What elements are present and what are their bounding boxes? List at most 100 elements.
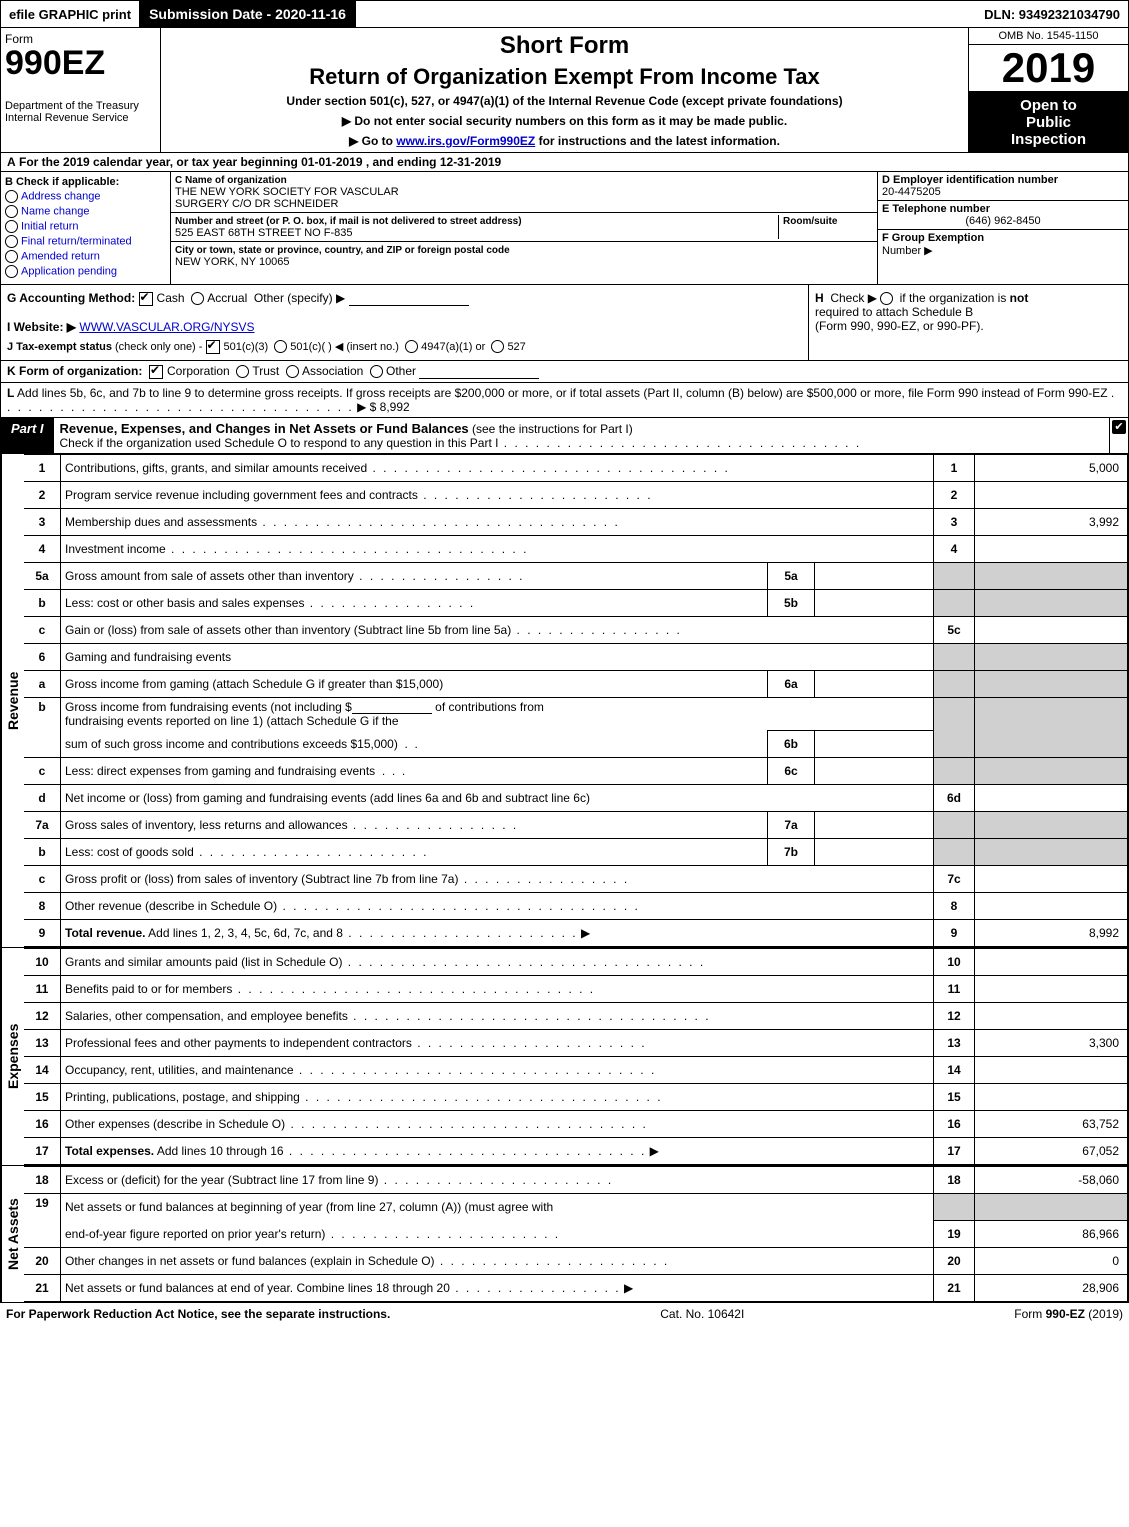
chk-name-change[interactable]: Name change [5,205,166,218]
irs-link[interactable]: www.irs.gov/Form990EZ [396,134,535,148]
row-16: 16 Other expenses (describe in Schedule … [24,1110,1128,1137]
chk-initial-return[interactable]: Initial return [5,220,166,233]
header-right: OMB No. 1545-1150 2019 Open to Public In… [968,28,1128,152]
subval-5b[interactable] [815,589,934,616]
ein-block: D Employer identification number 20-4475… [878,172,1128,201]
row-17: 17 Total expenses. Add lines 10 through … [24,1137,1128,1164]
row-2: 2 Program service revenue including gove… [24,481,1128,508]
telephone-block: E Telephone number (646) 962-8450 [878,201,1128,230]
room-suite-label: Room/suite [783,216,837,227]
net-assets-section: Net Assets 18 Excess or (deficit) for th… [0,1166,1129,1303]
amt-11 [975,975,1128,1002]
row-5a: 5a Gross amount from sale of assets othe… [24,562,1128,589]
row-5c: c Gain or (loss) from sale of assets oth… [24,616,1128,643]
amt-8 [975,892,1128,919]
other-method-input[interactable] [349,305,469,306]
row-7b: b Less: cost of goods sold 7b [24,838,1128,865]
row-3: 3 Membership dues and assessments 3 3,99… [24,508,1128,535]
page-footer: For Paperwork Reduction Act Notice, see … [0,1303,1129,1325]
row-6c: c Less: direct expenses from gaming and … [24,757,1128,784]
subval-7b[interactable] [815,838,934,865]
street-value: 525 EAST 68TH STREET NO F-835 [175,227,353,239]
row-10: 10 Grants and similar amounts paid (list… [24,948,1128,975]
other-org-input[interactable] [419,378,539,379]
subval-5a[interactable] [815,562,934,589]
chk-accrual[interactable] [191,292,204,305]
amt-13: 3,300 [975,1029,1128,1056]
chk-association[interactable] [286,365,299,378]
subval-7a[interactable] [815,811,934,838]
subval-6c[interactable] [815,757,934,784]
row-6a: a Gross income from gaming (attach Sched… [24,670,1128,697]
row-4: 4 Investment income 4 [24,535,1128,562]
row-5b: b Less: cost or other basis and sales ex… [24,589,1128,616]
chk-501c[interactable] [274,340,287,353]
org-name-block: C Name of organization THE NEW YORK SOCI… [171,172,877,213]
chk-amended-return[interactable]: Amended return [5,250,166,263]
line-k: K Form of organization: Corporation Trus… [0,361,1129,383]
revenue-side-label: Revenue [1,454,24,947]
row-7a: 7a Gross sales of inventory, less return… [24,811,1128,838]
schedule-o-checkbox[interactable] [1109,418,1128,453]
chk-address-change[interactable]: Address change [5,190,166,203]
row-18: 18 Excess or (deficit) for the year (Sub… [24,1166,1128,1193]
omb-number: OMB No. 1545-1150 [969,28,1128,45]
catalog-number: Cat. No. 10642I [660,1307,744,1321]
row-21: 21 Net assets or fund balances at end of… [24,1274,1128,1301]
org-name-line1: THE NEW YORK SOCIETY FOR VASCULAR [175,186,399,198]
dln-label: DLN: 93492321034790 [976,7,1128,22]
amt-19: 86,966 [975,1220,1128,1247]
amt-12 [975,1002,1128,1029]
department-label: Department of the Treasury Internal Reve… [5,100,156,124]
expenses-section: Expenses 10 Grants and similar amounts p… [0,948,1129,1166]
amt-5c [975,616,1128,643]
submission-date-badge: Submission Date - 2020-11-16 [139,1,356,27]
top-bar: efile GRAPHIC print Submission Date - 20… [0,0,1129,28]
paperwork-notice: For Paperwork Reduction Act Notice, see … [6,1307,390,1321]
chk-final-return[interactable]: Final return/terminated [5,235,166,248]
group-exemption-block: F Group Exemption Number ▶ [878,230,1128,259]
efile-print-label[interactable]: efile GRAPHIC print [1,7,139,22]
row-7c: c Gross profit or (loss) from sales of i… [24,865,1128,892]
subval-6b[interactable] [815,730,934,757]
amt-4 [975,535,1128,562]
amt-21: 28,906 [975,1274,1128,1301]
amt-6d [975,784,1128,811]
line-l-amount: $ 8,992 [370,400,410,414]
amt-7c [975,865,1128,892]
header-center: Short Form Return of Organization Exempt… [161,28,968,152]
section-bcd: B Check if applicable: Address change Na… [0,172,1129,285]
row-19b: end-of-year figure reported on prior yea… [24,1220,1128,1247]
line-l: L Add lines 5b, 6c, and 7b to line 9 to … [0,383,1129,418]
expenses-side-label: Expenses [1,948,24,1165]
telephone-value: (646) 962-8450 [882,215,1124,227]
chk-schedule-b[interactable] [880,292,893,305]
chk-4947[interactable] [405,340,418,353]
city-block: City or town, state or province, country… [171,242,877,270]
chk-trust[interactable] [236,365,249,378]
revenue-section: Revenue 1 Contributions, gifts, grants, … [0,454,1129,948]
chk-other-org[interactable] [370,365,383,378]
website-link[interactable]: WWW.VASCULAR.ORG/NYSVS [79,320,254,334]
chk-cash[interactable] [139,292,153,306]
row-11: 11 Benefits paid to or for members 11 [24,975,1128,1002]
chk-application-pending[interactable]: Application pending [5,265,166,278]
note-goto: ▶ Go to www.irs.gov/Form990EZ for instru… [165,134,964,148]
line-a: A For the 2019 calendar year, or tax yea… [0,153,1129,172]
form-header: Form 990EZ Department of the Treasury In… [0,28,1129,153]
row-14: 14 Occupancy, rent, utilities, and maint… [24,1056,1128,1083]
chk-501c3[interactable] [206,340,220,354]
net-assets-table: 18 Excess or (deficit) for the year (Sub… [24,1166,1128,1302]
expenses-table: 10 Grants and similar amounts paid (list… [24,948,1128,1165]
street-block: Number and street (or P. O. box, if mail… [171,213,877,242]
amt-10 [975,948,1128,975]
chk-corporation[interactable] [149,365,163,379]
row-6b: b Gross income from fundraising events (… [24,697,1128,730]
note-privacy: ▶ Do not enter social security numbers o… [165,114,964,128]
ein-value: 20-4475205 [882,186,941,198]
chk-527[interactable] [491,340,504,353]
subval-6a[interactable] [815,670,934,697]
col-b-checkboxes: B Check if applicable: Address change Na… [1,172,171,284]
row-13: 13 Professional fees and other payments … [24,1029,1128,1056]
row-15: 15 Printing, publications, postage, and … [24,1083,1128,1110]
